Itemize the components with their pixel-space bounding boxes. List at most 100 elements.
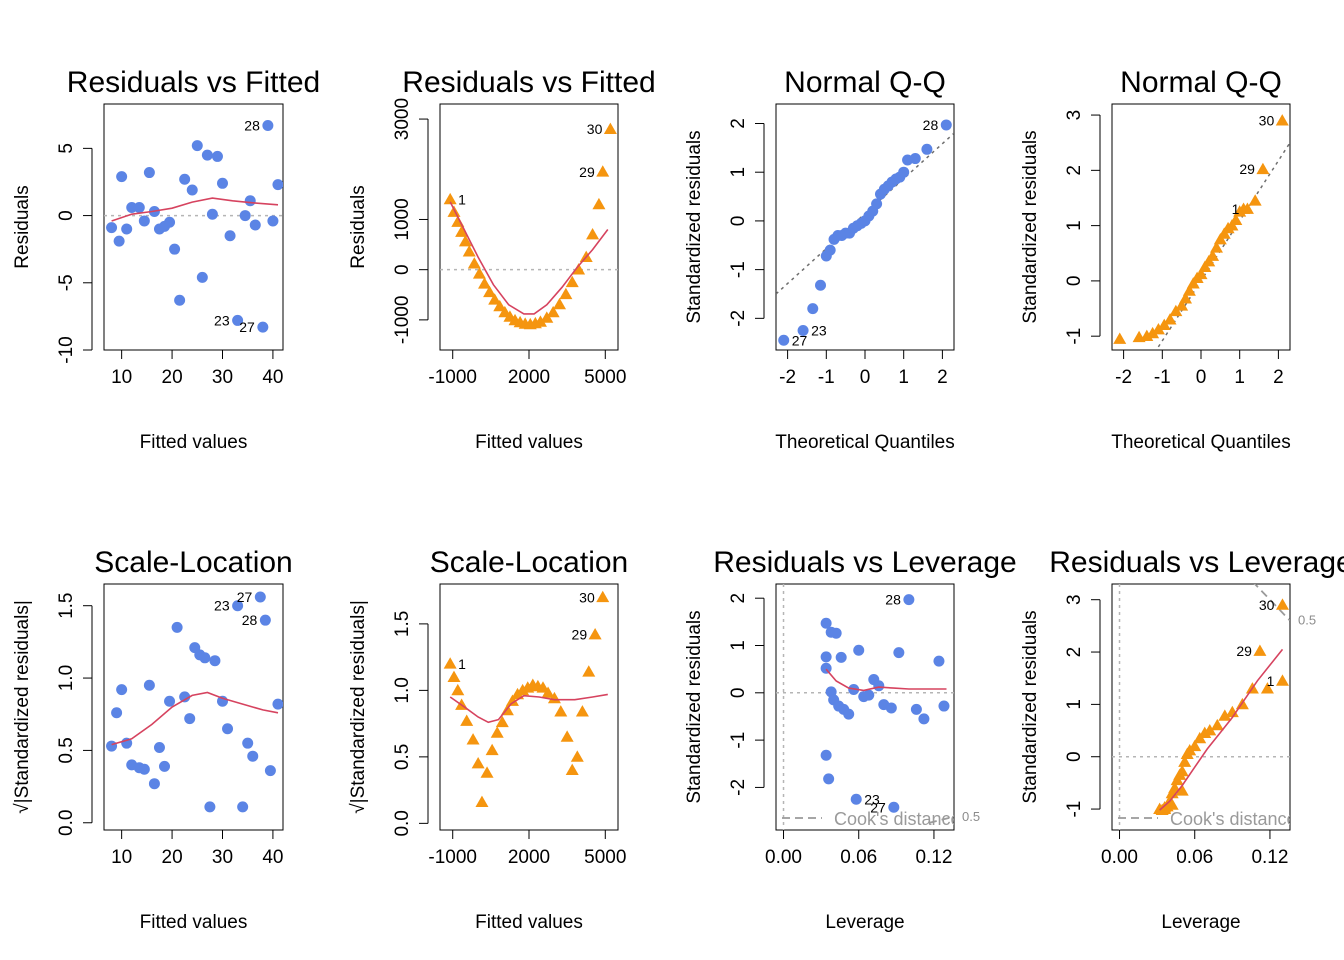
data-point-triangle xyxy=(1240,202,1254,214)
plot-area xyxy=(776,119,954,346)
data-point-triangle xyxy=(488,293,502,305)
data-point xyxy=(850,793,862,805)
plot-frame xyxy=(775,583,955,831)
data-point xyxy=(823,773,835,785)
data-point xyxy=(921,143,933,155)
data-point xyxy=(186,184,198,196)
x-axis: 10 20 30 40 xyxy=(111,829,283,868)
point-label: 28 xyxy=(885,592,901,608)
data-point-triangle xyxy=(495,715,509,728)
data-point xyxy=(815,279,826,291)
y-axis-label: Residuals xyxy=(348,185,369,268)
data-point-triangle xyxy=(541,686,555,698)
data-point xyxy=(940,119,952,131)
data-point-triangle xyxy=(1260,682,1274,694)
x-tick-label: 2000 xyxy=(508,847,550,868)
data-point xyxy=(211,150,223,162)
x-tick-label: 0.06 xyxy=(840,847,877,868)
data-point-triangle xyxy=(1209,241,1223,253)
data-point xyxy=(196,271,208,283)
data-point xyxy=(239,210,251,222)
data-point xyxy=(179,173,191,185)
y-tick-label: 3 xyxy=(1064,110,1085,121)
y-tick-label: -5 xyxy=(56,274,77,291)
x-tick-label: 1 xyxy=(898,367,909,388)
panel-3: Normal Q-Q Theoretical Quantiles Standardi… xyxy=(684,66,955,453)
x-axis: -2 -1 0 1 2 xyxy=(779,349,948,388)
data-point xyxy=(778,334,790,346)
data-point xyxy=(853,644,865,656)
data-point-triangle xyxy=(1203,724,1217,736)
x-tick-label: 20 xyxy=(162,367,183,388)
y-tick-label: 2 xyxy=(1064,647,1085,658)
data-point xyxy=(164,695,176,707)
data-point-triangle xyxy=(1165,798,1179,810)
point-label: 30 xyxy=(1259,597,1275,613)
data-point xyxy=(254,591,266,603)
data-point-triangle xyxy=(493,299,507,312)
data-point xyxy=(159,760,171,772)
data-point xyxy=(843,708,855,720)
point-label: 23 xyxy=(214,598,230,614)
y-tick-label: 2 xyxy=(1064,165,1085,176)
y-tick-label: 0 xyxy=(392,264,413,275)
data-point-triangle xyxy=(1225,705,1239,718)
point-label: 1 xyxy=(1267,673,1275,689)
data-point-triangle xyxy=(1163,313,1177,325)
y-tick-label: -1 xyxy=(1064,801,1085,818)
cooks-level-label: 0.5 xyxy=(962,809,980,824)
data-point xyxy=(232,314,244,326)
data-points xyxy=(820,594,950,813)
x-axis-label: Leverage xyxy=(1161,912,1240,933)
y-tick-label: -1 xyxy=(728,261,749,278)
y-tick-label: 0.5 xyxy=(392,744,413,770)
data-point xyxy=(885,702,897,714)
legend-cooks-distance: Cook's distance xyxy=(1170,809,1297,829)
plot-frame xyxy=(775,103,955,351)
y-tick-label: 1.0 xyxy=(392,677,413,703)
data-point xyxy=(888,801,900,813)
data-point-triangle xyxy=(575,705,589,717)
point-label: 30 xyxy=(1259,113,1275,129)
data-point xyxy=(204,801,216,813)
x-tick-label: -2 xyxy=(779,367,796,388)
data-point-triangle xyxy=(1182,284,1196,296)
plot-frame xyxy=(103,103,284,351)
data-point xyxy=(933,655,945,667)
data-point-triangle xyxy=(1248,194,1262,206)
data-point-triangle xyxy=(1175,764,1189,777)
x-tick-label: -1000 xyxy=(428,847,477,868)
data-point xyxy=(121,223,133,235)
data-point-triangle xyxy=(478,277,491,289)
data-point xyxy=(113,235,125,247)
data-point-triangle xyxy=(490,726,504,738)
y-axis-label: √|Standardized residuals| xyxy=(12,600,33,814)
data-point xyxy=(272,698,283,710)
panel-4: Normal Q-Q Theoretical Quantiles Standardi… xyxy=(1020,66,1291,453)
plot-area xyxy=(776,584,954,830)
panel-5: Scale-Location Fitted values √|Standardize… xyxy=(12,546,293,933)
data-point xyxy=(835,651,847,663)
x-tick-label: -1000 xyxy=(428,367,477,388)
data-point xyxy=(148,778,160,790)
x-tick-label: 1 xyxy=(1234,367,1245,388)
y-tick-label: -2 xyxy=(728,779,749,796)
data-point xyxy=(262,120,274,132)
data-point xyxy=(820,617,832,629)
smooth-line xyxy=(449,201,609,315)
x-axis-label: Theoretical Quantiles xyxy=(775,432,955,453)
x-tick-label: 30 xyxy=(212,847,233,868)
data-point-triangle xyxy=(1146,326,1160,339)
y-tick-label: -1 xyxy=(728,732,749,749)
x-tick-label: 30 xyxy=(212,367,233,388)
point-label: 1 xyxy=(458,656,466,672)
y-tick-label: -10 xyxy=(56,336,77,363)
data-point xyxy=(247,750,259,762)
point-label: 27 xyxy=(239,319,255,335)
panel-8: Residuals vs Leverage Leverage Standardize… xyxy=(1020,546,1344,933)
data-point xyxy=(138,215,150,227)
point-label: 23 xyxy=(214,312,230,328)
data-point xyxy=(222,723,234,735)
data-points xyxy=(1153,598,1289,815)
data-point-triangle xyxy=(483,285,497,298)
